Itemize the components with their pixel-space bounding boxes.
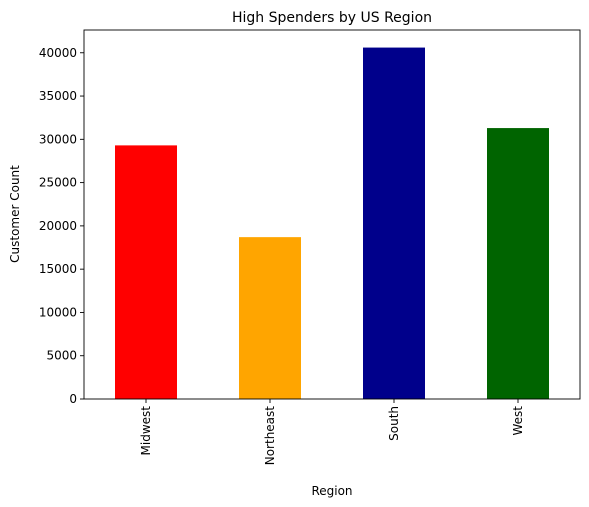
y-tick-label: 30000	[39, 132, 77, 146]
y-tick-label: 5000	[46, 349, 77, 363]
x-axis-title: Region	[311, 484, 352, 498]
bar-northeast	[239, 237, 301, 399]
y-tick-label: 25000	[39, 176, 77, 190]
y-tick-label: 20000	[39, 219, 77, 233]
y-tick-label: 15000	[39, 262, 77, 276]
bar-west	[487, 128, 549, 399]
y-axis-title: Customer Count	[8, 165, 22, 263]
plot-area-frame	[83, 29, 581, 400]
chart-title: High Spenders by US Region	[232, 10, 432, 26]
bar-south	[363, 47, 425, 399]
x-tick-label: South	[387, 406, 401, 441]
bar-midwest	[115, 145, 177, 399]
y-tick-label: 10000	[39, 305, 77, 319]
y-tick-label: 0	[69, 392, 77, 406]
x-tick-label: Northeast	[263, 406, 277, 466]
x-tick-label: West	[511, 406, 525, 436]
x-tick-label: Midwest	[139, 406, 153, 456]
y-tick-label: 35000	[39, 89, 77, 103]
y-tick-label: 40000	[39, 46, 77, 60]
